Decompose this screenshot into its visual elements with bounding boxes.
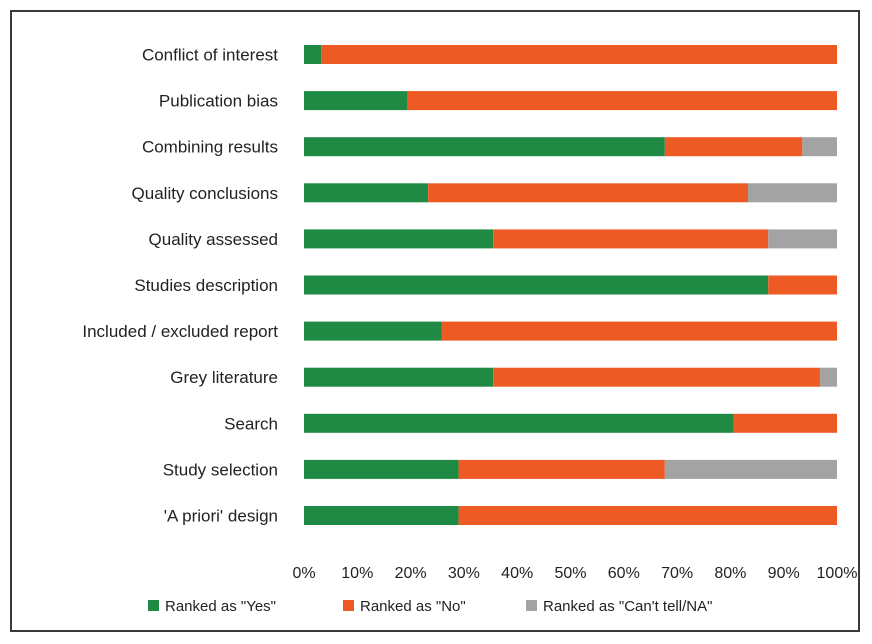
- x-tick-label: 40%: [501, 565, 533, 582]
- bar-segment: [458, 506, 837, 525]
- legend-label: Ranked as "No": [360, 598, 466, 615]
- bar-segment: [747, 183, 837, 203]
- x-tick-label: 80%: [714, 565, 746, 582]
- x-tick-label: 100%: [817, 565, 858, 582]
- x-tick-label: 90%: [768, 565, 800, 582]
- bar-segment: [458, 459, 665, 479]
- legend-label: Ranked as "Can't tell/NA": [543, 598, 712, 615]
- x-tick-label: 60%: [608, 565, 640, 582]
- bar-segment: [304, 45, 322, 64]
- bars-group: [304, 45, 837, 525]
- chart-frame: [10, 10, 860, 632]
- category-label: Grey literature: [170, 368, 278, 387]
- bar-segment: [304, 229, 494, 249]
- x-axis-tick-labels: 0% 10% 20% 30% 40% 50% 60% 70% 80% 90% 100%: [292, 565, 857, 582]
- bar-segment: [304, 183, 429, 203]
- category-label: Study selection: [163, 460, 278, 479]
- bar-segment: [664, 137, 803, 157]
- category-label: Studies description: [134, 276, 278, 295]
- bar-segment: [304, 367, 494, 387]
- legend-swatch: [148, 600, 159, 611]
- bar-segment: [493, 367, 820, 387]
- bar-segment: [733, 413, 837, 433]
- x-tick-label: 30%: [448, 565, 480, 582]
- category-label: Quality conclusions: [132, 184, 278, 203]
- category-label: Search: [224, 414, 278, 433]
- x-tick-label: 50%: [554, 565, 586, 582]
- category-label: Included / excluded report: [82, 322, 278, 341]
- legend: Ranked as "Yes" Ranked as "No" Ranked as "…: [148, 598, 712, 615]
- bar-segment: [441, 321, 837, 341]
- legend-swatch: [526, 600, 537, 611]
- bar-segment: [304, 275, 769, 295]
- bar-segment: [768, 229, 837, 249]
- x-tick-label: 70%: [661, 565, 693, 582]
- bar-segment: [819, 367, 837, 387]
- bar-segment: [304, 413, 734, 433]
- legend-label: Ranked as "Yes": [165, 598, 276, 615]
- category-label: Quality assessed: [149, 230, 278, 249]
- category-label: 'A priori' design: [164, 507, 278, 526]
- legend-swatch: [343, 600, 354, 611]
- bar-segment: [304, 506, 459, 525]
- bar-segment: [768, 275, 837, 295]
- bar-segment: [304, 321, 442, 341]
- bar-segment: [407, 91, 837, 111]
- x-tick-label: 10%: [341, 565, 373, 582]
- bar-segment: [304, 137, 665, 157]
- category-labels: Conflict of interest Publication bias Comb…: [82, 46, 278, 526]
- bar-segment: [664, 459, 837, 479]
- category-label: Combining results: [142, 138, 278, 157]
- bar-segment: [802, 137, 837, 157]
- bar-segment: [304, 459, 459, 479]
- bar-segment: [304, 91, 408, 111]
- bar-segment: [428, 183, 748, 203]
- x-tick-label: 0%: [292, 565, 315, 582]
- category-label: Conflict of interest: [142, 46, 278, 65]
- x-tick-label: 20%: [395, 565, 427, 582]
- bar-segment: [493, 229, 769, 249]
- category-label: Publication bias: [159, 92, 278, 111]
- bar-segment: [321, 45, 837, 64]
